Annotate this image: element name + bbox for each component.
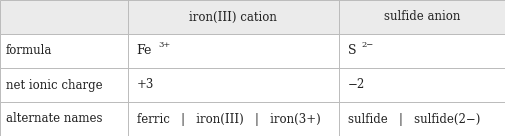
Text: S: S bbox=[347, 44, 356, 58]
Text: formula: formula bbox=[6, 44, 53, 58]
Bar bbox=[0, 34, 505, 68]
Text: iron(III) cation: iron(III) cation bbox=[189, 10, 277, 24]
Text: −2: −2 bbox=[347, 78, 365, 92]
Text: sulfide   |   sulfide(2−): sulfide | sulfide(2−) bbox=[347, 112, 480, 126]
Text: 2−: 2− bbox=[361, 41, 373, 49]
Text: net ionic charge: net ionic charge bbox=[6, 78, 103, 92]
Text: +3: +3 bbox=[136, 78, 154, 92]
Bar bbox=[0, 102, 505, 136]
Text: ferric   |   iron(III)   |   iron(3+): ferric | iron(III) | iron(3+) bbox=[136, 112, 320, 126]
Bar bbox=[0, 68, 505, 102]
Bar bbox=[0, 0, 505, 34]
Text: alternate names: alternate names bbox=[6, 112, 103, 126]
Text: Fe: Fe bbox=[136, 44, 152, 58]
Text: 3+: 3+ bbox=[158, 41, 170, 49]
Text: sulfide anion: sulfide anion bbox=[384, 10, 460, 24]
